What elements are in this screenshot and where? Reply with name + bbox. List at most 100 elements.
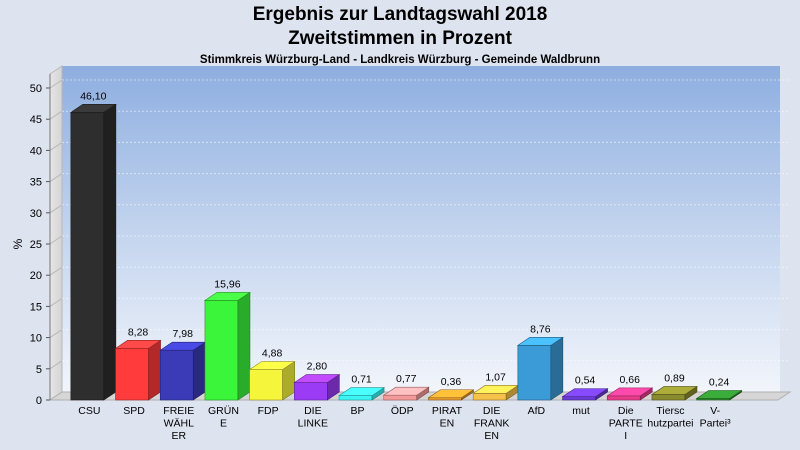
bar-side [103, 103, 117, 401]
x-tick-label-line: ER [171, 430, 186, 442]
gridline-side [49, 235, 63, 245]
bar-top [650, 386, 698, 395]
x-tick-label-line: ÖDP [391, 405, 414, 417]
bar-value-label: 0,77 [396, 373, 417, 385]
x-tick-label: ÖDP [391, 405, 414, 417]
bar-top [606, 387, 654, 397]
bar [650, 385, 698, 401]
x-tick-label-line: DIE [304, 405, 322, 417]
chart-subtitle-region: Stimmkreis Würzburg-Land - Landkreis Wür… [199, 54, 601, 66]
bar-top [114, 340, 162, 349]
bar-value-label: 0,89 [664, 372, 685, 384]
x-tick-label: FDP [258, 405, 279, 417]
y-tick-label: 20 [30, 270, 42, 282]
bar-side [237, 291, 251, 401]
bar-top [248, 361, 296, 370]
bar-front [651, 394, 686, 401]
x-tick-label-line: LINKE [298, 418, 328, 430]
x-tick-label-line: FRANK [474, 418, 510, 430]
gridline-side [49, 110, 63, 120]
bar-value-label: 7,98 [173, 328, 194, 340]
gridline-side [49, 79, 63, 89]
x-tick-label: mut [572, 405, 590, 417]
bar-value-label: 1,07 [485, 371, 506, 383]
x-tick-label: DIE FRANK EN [474, 405, 510, 442]
x-tick-label-line: E [220, 418, 227, 430]
x-tick-label-line: DIE [483, 405, 501, 417]
bar-top [293, 374, 341, 383]
bar-value-label: 0,54 [575, 375, 596, 387]
bar-value-label: 0,24 [709, 377, 730, 389]
y-axis-label: % [11, 238, 25, 249]
bar-top [561, 388, 609, 397]
bar [293, 373, 341, 401]
x-tick-label: BP [351, 405, 365, 417]
bar-front [338, 395, 373, 401]
x-tick-label-line: WÄHL [164, 418, 194, 430]
bar [472, 384, 520, 401]
bar [427, 389, 475, 401]
bar-top [695, 390, 743, 399]
bar-side [550, 336, 564, 401]
x-tick-label: CSU [78, 405, 100, 417]
bar [69, 103, 117, 401]
bar-top [427, 389, 475, 399]
x-tick-label-line: mut [572, 405, 590, 417]
bar-front [115, 348, 149, 401]
bar [606, 387, 654, 401]
x-tick-label: SPD [123, 405, 145, 417]
y-tick-label: 25 [30, 239, 42, 251]
x-tick-label-line: EN [484, 430, 499, 442]
x-tick-label: GRÜN E [208, 405, 239, 430]
y-tick-label: 40 [30, 145, 42, 157]
bar-value-label: 0,36 [441, 376, 462, 388]
bar-front [562, 396, 596, 401]
x-tick-label: DIE LINKE [298, 405, 328, 430]
gridline-side [49, 173, 63, 183]
bar-value-label: 15,96 [214, 278, 240, 290]
chart-title: Ergebnis zur Landtagswahl 2018 [252, 4, 548, 25]
bar-front [159, 349, 194, 401]
gridline-side [49, 360, 63, 370]
bar [561, 388, 609, 401]
bar [338, 387, 386, 401]
bar [516, 336, 564, 401]
x-tick-label-line: V- [710, 405, 720, 417]
x-tick-label-line: EN [440, 418, 455, 430]
x-tick-label-line: AfD [528, 405, 546, 417]
y-tick-label: 5 [36, 364, 42, 376]
bar-value-label: 4,88 [262, 348, 283, 360]
x-tick-label-line: I [624, 430, 627, 442]
gridline-side [49, 329, 63, 339]
bar-top [382, 386, 430, 396]
bar-front [294, 382, 328, 401]
x-tick-label: FREIE WÄHL ER [163, 405, 194, 442]
y-tick-label: 10 [30, 333, 42, 345]
x-tick-label: Die PARTE I [609, 405, 643, 442]
bar-front [517, 345, 552, 401]
bar-value-label: 8,76 [530, 323, 551, 335]
x-tick-label-line: Tiersc [656, 405, 684, 417]
x-tick-label-line: PARTE [609, 418, 643, 430]
chart-subtitle: Zweitstimmen in Prozent [288, 28, 512, 49]
y-tick-label: 30 [30, 208, 42, 220]
y-tick-label: 15 [30, 301, 42, 313]
bar-value-label: 0,71 [351, 374, 372, 386]
bar-front [383, 394, 418, 401]
bar-side [148, 339, 161, 401]
gridline-side [49, 204, 63, 214]
x-tick-label-line: SPD [123, 405, 145, 417]
x-tick-label: Tiersc hutzpartei [647, 405, 693, 430]
x-tick-label-line: FREIE [163, 405, 194, 417]
bar [203, 291, 251, 401]
side-wall [49, 65, 63, 401]
gridline-side [49, 297, 63, 307]
x-tick-label-line: FDP [258, 405, 279, 417]
plot-background [62, 66, 780, 392]
bar-top [203, 292, 251, 301]
bar [695, 389, 743, 401]
bar-value-label: 46,10 [80, 90, 106, 102]
bar-value-label: 2,80 [307, 361, 328, 373]
bar-front [606, 395, 641, 401]
